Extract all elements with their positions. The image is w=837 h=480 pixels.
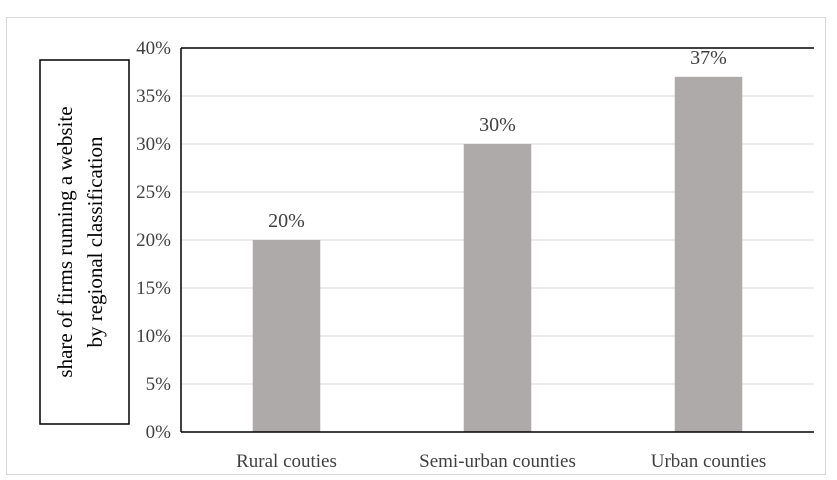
y-tick-label: 35%	[136, 86, 171, 107]
y-axis-label-line-1: share of firms running a website	[53, 106, 77, 377]
y-tick-label: 30%	[136, 134, 171, 155]
y-tick-label: 5%	[146, 374, 172, 395]
bar	[252, 240, 321, 432]
x-category-label: Urban counties	[651, 451, 767, 472]
bars	[252, 76, 743, 433]
bar-data-label: 20%	[268, 210, 305, 232]
bar	[463, 144, 532, 432]
bar-data-label: 37%	[690, 47, 727, 69]
y-axis-label: share of firms running a website by regi…	[39, 59, 130, 425]
y-tick-label: 0%	[146, 422, 172, 443]
axes	[180, 47, 814, 433]
x-category-labels: Rural couties Semi-urban counties Urban co…	[236, 451, 766, 472]
bar-data-label: 30%	[479, 114, 516, 136]
x-category-label: Rural couties	[236, 451, 337, 472]
y-tick-label: 20%	[136, 230, 171, 251]
y-tick-labels: 0% 5% 10% 15% 20% 25% 30% 35% 40%	[136, 38, 171, 443]
x-category-label: Semi-urban counties	[419, 451, 576, 472]
y-axis-label-box	[39, 59, 130, 425]
y-tick-label: 10%	[136, 326, 171, 347]
bar	[674, 76, 743, 433]
y-tick-label: 15%	[136, 278, 171, 299]
y-axis-label-line-2: by regional classification	[83, 136, 107, 348]
data-labels: 20% 30% 37%	[268, 47, 727, 232]
y-tick-label: 40%	[136, 38, 171, 59]
y-tick-label: 25%	[136, 182, 171, 203]
